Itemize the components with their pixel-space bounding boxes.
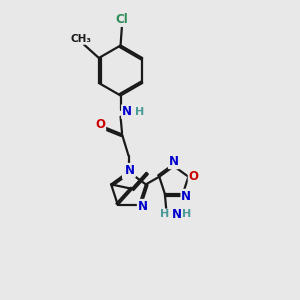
Text: H: H — [160, 209, 170, 220]
Text: N: N — [138, 200, 148, 213]
Text: N: N — [125, 164, 135, 177]
Text: H: H — [182, 209, 191, 220]
Text: N: N — [122, 105, 132, 118]
Text: O: O — [95, 118, 105, 131]
Text: N: N — [169, 155, 179, 168]
Text: N: N — [123, 165, 133, 178]
Text: N: N — [182, 190, 191, 203]
Text: Cl: Cl — [116, 13, 128, 26]
Text: N: N — [172, 208, 182, 221]
Text: H: H — [135, 107, 144, 117]
Text: CH₃: CH₃ — [70, 34, 91, 44]
Text: O: O — [189, 170, 199, 183]
